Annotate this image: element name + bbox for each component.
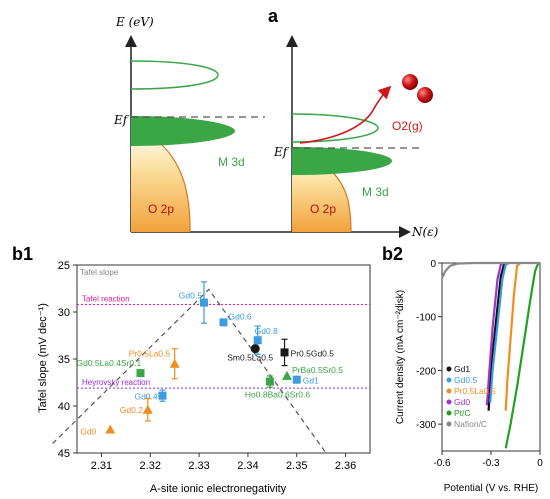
b2-y-tick-label: -100 <box>416 313 436 324</box>
b2-y-tick-label: 0 <box>430 259 436 270</box>
panel-b1-chart: b1 Tafel reaction Heyrovsky reaction 2.31… <box>12 244 371 495</box>
b1-point <box>280 348 289 357</box>
b1-point-label: Gd0.6 <box>229 311 252 321</box>
b1-y-axis-label: Tafel slope (mV dec⁻¹) <box>37 303 49 413</box>
b2-legend-marker <box>446 377 452 383</box>
b2-ticks: -0.6 -0.3 0 0 -100 -200 -300 <box>416 259 543 469</box>
b2-series-line <box>504 262 540 449</box>
panel-b1-label: b1 <box>12 244 33 264</box>
panel-a-label: a <box>268 6 279 26</box>
b1-point <box>281 370 292 380</box>
b2-x-tick-label: 0 <box>537 458 543 469</box>
b1-point-label: Gd0 <box>80 427 96 437</box>
b2-legend-marker <box>446 366 452 372</box>
b1-reference-lines: Tafel reaction Heyrovsky reaction <box>52 288 370 454</box>
b2-y-tick-label: -200 <box>416 366 436 377</box>
b1-y-tick-label: 30 <box>58 307 70 319</box>
panel-a: a E (eV) N(ε) Ef M 3d O 2p Ef M 3d O 2p … <box>113 6 439 239</box>
right-m3d-filled <box>292 147 392 175</box>
b1-point <box>265 377 274 386</box>
b2-legend-label: Gd0 <box>454 397 470 407</box>
right-m3d-empty <box>291 113 379 143</box>
b2-legend-label: Pt/C <box>454 408 471 418</box>
b1-point-label: Gd0.2 <box>120 405 143 415</box>
b1-point-label: Pr0.5La0.5 <box>129 349 171 359</box>
b1-y-tick-label: 25 <box>58 260 70 272</box>
b1-trend-line <box>52 288 327 454</box>
b1-x-tick-label: 2.36 <box>335 460 356 472</box>
right-o2p-label: O 2p <box>310 202 336 216</box>
b1-point-label: Sm0.5La0.5 <box>227 353 273 363</box>
b1-point-label: Gd0.5 <box>179 291 202 301</box>
b2-series-line <box>441 261 540 279</box>
b1-ticks: 2.31 2.32 2.33 2.34 2.35 2.36 25 30 35 40 45 <box>58 260 357 472</box>
b2-legend-label: Pr0.5La0.5 <box>454 386 496 396</box>
b2-legend-label: Gd0.5 <box>454 375 477 385</box>
b1-x-tick-label: 2.34 <box>237 460 258 472</box>
b1-point <box>136 369 145 378</box>
left-m3d-filled <box>131 116 235 146</box>
b1-x-axis-label: A-site ionic electronegativity <box>150 483 287 495</box>
oxygen-atom-1 <box>402 74 418 90</box>
b2-series-line <box>504 262 522 411</box>
left-m3d-empty <box>130 60 219 90</box>
panel-b2-chart: b2 -0.6 -0.3 0 0 -100 -200 -300 Gd1Gd0.5Pr0.5L… <box>382 244 543 494</box>
b2-x-axis-label: Potential (V vs. RHE) <box>444 483 538 494</box>
b1-reference-label: Tafel reaction <box>82 294 130 303</box>
b1-point <box>219 318 228 327</box>
dos-axis-label: N(ε) <box>411 225 439 239</box>
b1-point <box>253 336 262 345</box>
b2-legend-marker <box>446 388 452 394</box>
b2-x-tick-label: -0.3 <box>482 458 500 469</box>
b2-legend-label: Gd1 <box>454 364 470 374</box>
oxygen-release-arrow <box>299 85 392 144</box>
b1-point-label: Gd0.4 <box>134 392 157 402</box>
panel-b2-label: b2 <box>382 244 403 264</box>
b1-point <box>158 391 167 400</box>
b1-y-tick-label: 40 <box>58 401 70 413</box>
b2-legend-marker <box>446 421 452 427</box>
b1-y-tick-label: 45 <box>58 448 70 460</box>
b2-legend-marker <box>446 399 452 405</box>
b1-x-tick-label: 2.33 <box>188 460 209 472</box>
b1-y-tick-label: 35 <box>58 354 70 366</box>
b1-point <box>292 375 301 384</box>
b1-point <box>199 298 208 307</box>
b1-legend-tafel-slope: Tafel slope <box>80 268 119 277</box>
b2-legend-marker <box>446 410 452 416</box>
oxygen-atom-2 <box>417 87 433 103</box>
b1-point-label: Pr0.5Gd0.5 <box>291 348 335 358</box>
b1-x-tick-label: 2.35 <box>286 460 307 472</box>
b1-point-label: Gd0.5La0.4Sr0.1 <box>76 358 141 368</box>
b1-point <box>142 404 153 414</box>
left-o2p-band <box>131 130 190 232</box>
b2-series-line <box>489 262 510 403</box>
b1-point-label: Gd0.8 <box>255 326 278 336</box>
right-m3d-label: M 3d <box>362 185 389 199</box>
b2-series <box>441 261 540 449</box>
left-fermi-label: Ef <box>113 113 130 127</box>
b1-x-tick-label: 2.31 <box>91 460 112 472</box>
b2-legend-label: Nafion/C <box>454 419 487 429</box>
b2-y-axis-label: Current density (mA cm⁻²disk) <box>395 290 406 424</box>
right-fermi-label: Ef <box>273 145 290 159</box>
b1-point <box>250 344 260 354</box>
b1-reference-label: Heyrovsky reaction <box>82 378 150 387</box>
b1-point <box>105 424 116 434</box>
left-m3d-label: M 3d <box>218 155 245 169</box>
energy-axis-label: E (eV) <box>115 15 154 29</box>
b2-series-line <box>485 262 505 406</box>
b2-y-tick-label: -300 <box>416 420 436 431</box>
b1-point-label: PrBa0.5Sr0.5 <box>292 365 343 375</box>
left-o2p-label: O 2p <box>148 202 174 216</box>
oxygen-gas-label: O2(g) <box>392 119 423 133</box>
b1-point-label: Gd1 <box>303 376 319 386</box>
b1-point-label: Ho0.8Ba0.6Sr0.6 <box>245 390 310 400</box>
b1-x-tick-label: 2.32 <box>140 460 161 472</box>
b1-point <box>169 358 180 368</box>
b2-x-tick-label: -0.6 <box>433 458 451 469</box>
